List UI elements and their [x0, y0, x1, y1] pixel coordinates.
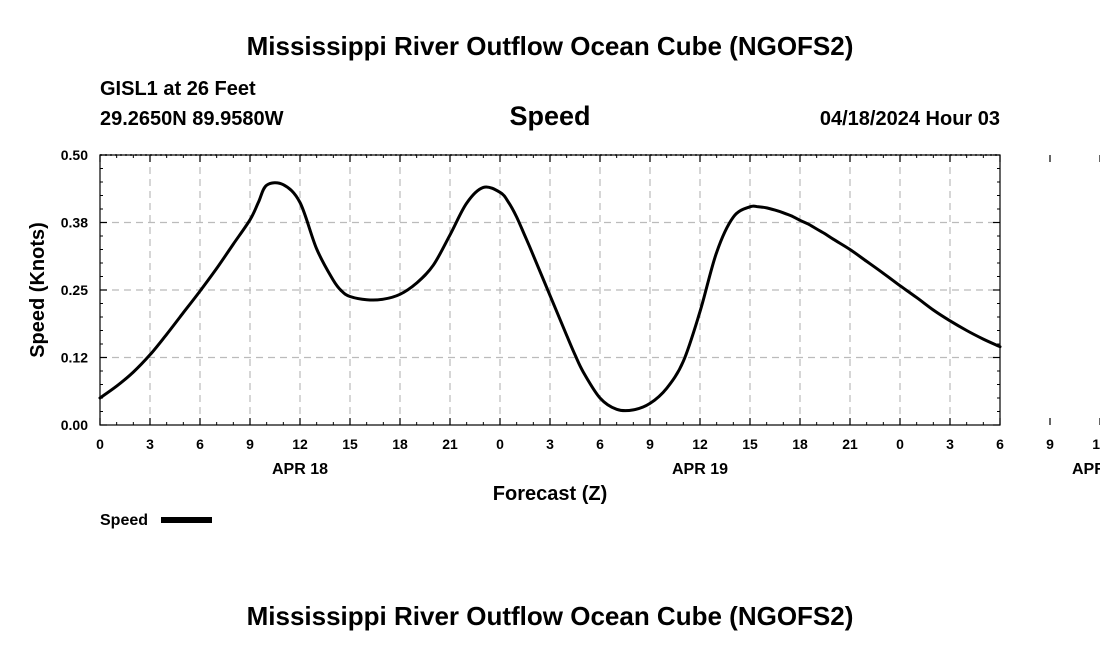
y-axis-label: Speed (Knots) [27, 222, 49, 358]
x-tick-label: 3 [146, 436, 154, 452]
x-tick-label: 0 [496, 436, 504, 452]
x-tick-label: 18 [792, 436, 808, 452]
page-title: Mississippi River Outflow Ocean Cube (NG… [247, 31, 854, 61]
grid-lines [100, 154, 1000, 425]
date-label: APR 18 [272, 461, 328, 478]
x-tick-label: 3 [946, 436, 954, 452]
date-labels: APR 18 APR 19 APR 20 [272, 461, 1100, 478]
datetime-label: 04/18/2024 Hour 03 [820, 108, 1000, 130]
speed-series-line [98, 181, 1002, 413]
x-tick-label: 18 [392, 436, 408, 452]
legend-swatch [161, 517, 212, 523]
x-tick-label: 12 [1092, 436, 1100, 452]
x-tick-label: 3 [546, 436, 554, 452]
y-tick-labels: 0.00 0.12 0.25 0.38 0.50 [61, 147, 88, 433]
x-tick-label: 9 [1046, 436, 1054, 452]
date-label: APR 19 [672, 461, 728, 478]
plot-frame [99, 154, 1001, 426]
x-tick-label: 6 [196, 436, 204, 452]
y-tick-label: 0.12 [61, 350, 88, 366]
station-label: GISL1 at 26 Feet [100, 78, 256, 100]
x-tick-label: 21 [842, 436, 858, 452]
x-tick-label: 0 [896, 436, 904, 452]
y-tick-label: 0.50 [61, 147, 88, 163]
footer-title: Mississippi River Outflow Ocean Cube (NG… [247, 601, 854, 631]
y-tick-label: 0.00 [61, 417, 88, 433]
x-tick-label: 9 [246, 436, 254, 452]
x-tick-label: 15 [342, 436, 358, 452]
x-tick-label: 9 [646, 436, 654, 452]
x-tick-label: 21 [442, 436, 458, 452]
x-tick-label: 6 [596, 436, 604, 452]
date-label: APR 20 [1072, 461, 1100, 478]
y-tick-label: 0.25 [61, 282, 88, 298]
legend-label: Speed [100, 512, 148, 529]
x-tick-label: 12 [292, 436, 308, 452]
coordinates-label: 29.2650N 89.9580W [100, 108, 284, 130]
x-axis-label: Forecast (Z) [493, 483, 607, 505]
x-tick-label: 15 [742, 436, 758, 452]
y-tick-label: 0.38 [61, 215, 88, 231]
x-tick-label: 12 [692, 436, 708, 452]
x-tick-label: 6 [996, 436, 1004, 452]
x-tick-labels: 036912151821036912151821036912151821036 [96, 436, 1100, 452]
x-tick-label: 0 [96, 436, 104, 452]
panel-title: Speed [509, 101, 590, 131]
